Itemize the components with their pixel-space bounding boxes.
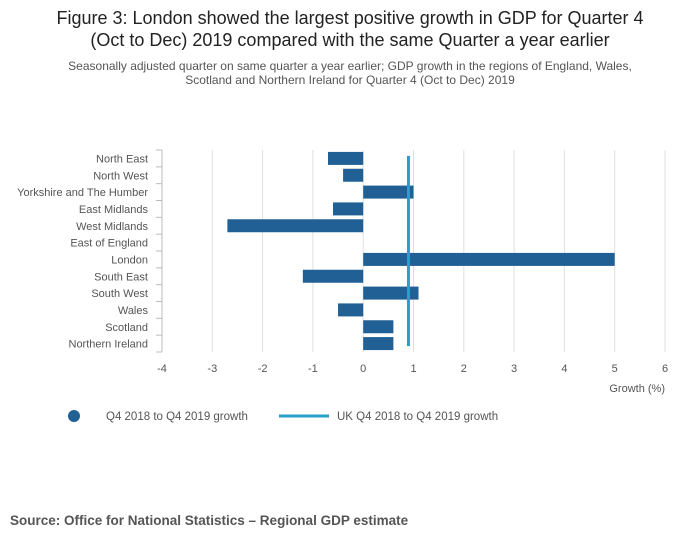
bar (343, 168, 364, 182)
chart-title-line: Figure 3: London showed the largest posi… (56, 8, 644, 28)
x-tick-label: -4 (157, 363, 167, 375)
x-tick-label: 0 (360, 363, 366, 375)
y-category-label: Northern Ireland (69, 339, 149, 351)
chart-title-line: (Oct to Dec) 2019 compared with the same… (90, 30, 610, 50)
bar (227, 219, 364, 233)
x-tick-label: 1 (410, 363, 416, 375)
bar (363, 252, 615, 266)
chart-subtitle-line: Seasonally adjusted quarter on same quar… (68, 59, 632, 73)
x-tick-label: -1 (308, 363, 318, 375)
chart-subtitle-line: Scotland and Northern Ireland for Quarte… (185, 73, 515, 87)
x-tick-label: 4 (561, 363, 567, 375)
y-category-label: South West (91, 288, 148, 300)
source-note: Source: Office for National Statistics –… (10, 513, 409, 528)
bar (363, 320, 394, 334)
chart-title: Figure 3: London showed the largest posi… (0, 7, 700, 51)
y-axis: North East North West Yorkshire and The Hu… (17, 149, 163, 353)
x-axis-label: Growth (%) (609, 383, 665, 395)
y-category-label: Scotland (105, 322, 148, 334)
y-category-label: North East (96, 153, 148, 165)
bar (363, 185, 414, 199)
legend-label-growth: Q4 2018 to Q4 2019 growth (106, 411, 248, 423)
chart-subtitle: Seasonally adjusted quarter on same quar… (0, 59, 700, 87)
bar (338, 303, 364, 317)
bar (302, 269, 364, 283)
y-category-label: London (111, 254, 148, 266)
y-category-label: East of England (70, 238, 148, 250)
legend: Q4 2018 to Q4 2019 growth UK Q4 2018 to Q… (68, 410, 498, 423)
bar (363, 286, 419, 300)
x-tick-label: 2 (461, 363, 467, 375)
bars (227, 151, 615, 351)
y-category-label: North West (93, 170, 148, 182)
x-tick-label: -3 (207, 363, 217, 375)
x-tick-label: 3 (511, 363, 517, 375)
y-category-label: Yorkshire and The Humber (17, 187, 148, 199)
bar (363, 337, 394, 351)
y-category-label: East Midlands (79, 204, 149, 216)
legend-marker-growth (68, 410, 80, 422)
bar (327, 151, 364, 165)
y-category-label: South East (94, 271, 148, 283)
legend-label-uk: UK Q4 2018 to Q4 2019 growth (337, 411, 498, 423)
y-category-label: West Midlands (76, 221, 148, 233)
x-tick-label: -2 (258, 363, 268, 375)
x-axis: -4 -3 -2 -1 0 1 2 3 4 5 6 Growth (%) (157, 363, 668, 395)
x-tick-label: 6 (662, 363, 668, 375)
gridlines (161, 150, 666, 352)
y-category-label: Wales (118, 305, 149, 317)
x-tick-label: 5 (612, 363, 618, 375)
bar (333, 202, 364, 216)
